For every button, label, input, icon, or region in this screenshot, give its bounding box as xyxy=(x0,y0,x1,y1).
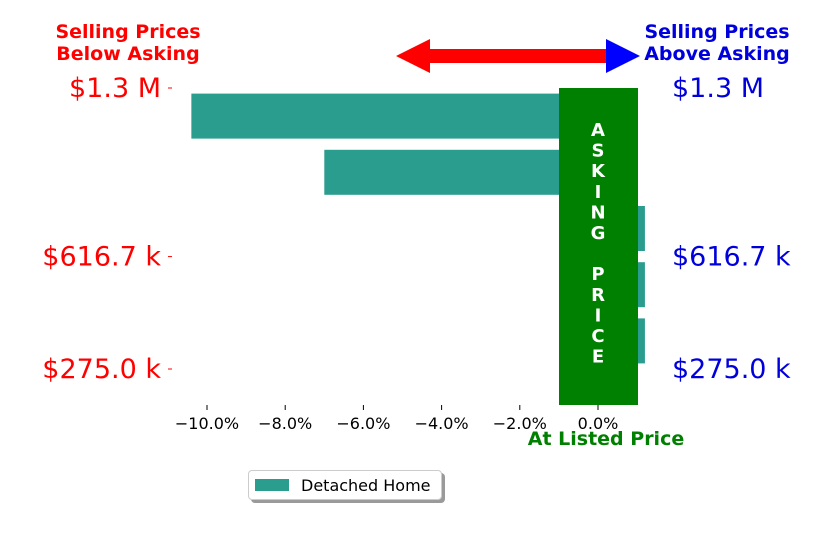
double-arrow-icon xyxy=(396,39,640,73)
asking-price-letter: G xyxy=(591,223,606,244)
legend: Detached Home xyxy=(248,470,442,500)
asking-price-letter: E xyxy=(592,347,604,368)
right-header-line1: Selling Prices xyxy=(644,21,789,43)
bar xyxy=(324,149,598,195)
right-header-line2: Above Asking xyxy=(644,43,790,65)
legend-label: Detached Home xyxy=(301,475,431,495)
asking-price-letter: S xyxy=(592,141,605,162)
y-tick-label-left: $616.7 k xyxy=(42,242,161,273)
bar xyxy=(191,93,599,139)
x-axis: −10.0% −8.0% −6.0% −4.0% −2.0% 0.0% xyxy=(175,405,618,433)
x-tick-label: −8.0% xyxy=(258,414,312,433)
arrow-right-head xyxy=(606,39,640,73)
asking-price-letter: I xyxy=(595,182,602,203)
y-tick-label-left: $275.0 k xyxy=(42,354,161,385)
y-tick-label-right: $275.0 k xyxy=(672,354,791,385)
asking-price-band xyxy=(559,88,638,405)
asking-price-letter: C xyxy=(591,326,604,347)
x-tick-label: 0.0% xyxy=(578,414,619,433)
x-tick-label: −10.0% xyxy=(175,414,239,433)
at-listed-price-label: At Listed Price xyxy=(528,428,684,450)
y-tick-label-right: $616.7 k xyxy=(672,242,791,273)
asking-price-letter: I xyxy=(595,305,602,326)
asking-price-letter: A xyxy=(591,120,605,141)
left-header-line2: Below Asking xyxy=(56,43,199,65)
arrow-shaft xyxy=(426,49,612,63)
asking-price-letter: P xyxy=(591,264,604,285)
x-tick-label: −2.0% xyxy=(493,414,547,433)
y-tick-label-left: $1.3 M xyxy=(69,73,161,104)
x-tick-label: −4.0% xyxy=(415,414,469,433)
asking-price-letter: K xyxy=(591,161,606,182)
y-tick-label-right: $1.3 M xyxy=(672,73,764,104)
left-header-line1: Selling Prices xyxy=(55,21,200,43)
x-tick-label: −6.0% xyxy=(336,414,390,433)
legend-swatch xyxy=(255,479,289,491)
asking-price-letter: N xyxy=(590,202,605,223)
arrow-left-head xyxy=(396,39,430,73)
y-tick-labels: $1.3 M $1.3 M $616.7 k $616.7 k $275.0 k $275… xyxy=(42,73,791,385)
asking-price-letter: R xyxy=(591,285,605,306)
